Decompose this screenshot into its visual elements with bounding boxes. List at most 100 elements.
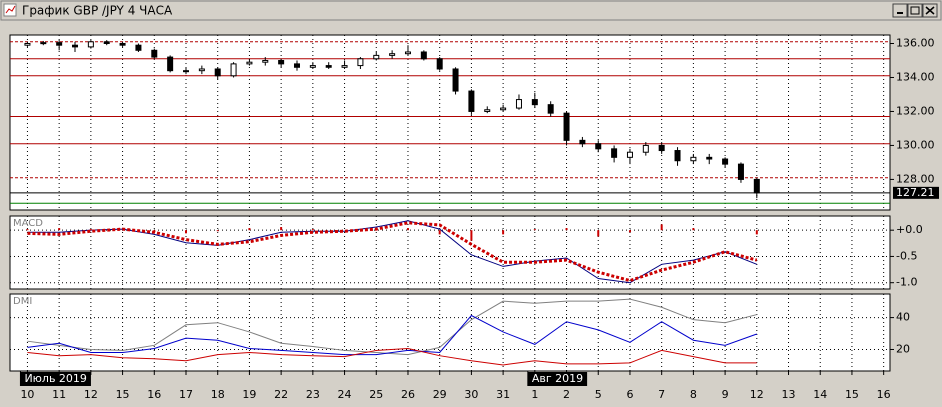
histogram-bar — [533, 229, 536, 231]
histogram-bar — [248, 228, 251, 231]
x-tick-label: 25 — [369, 388, 383, 401]
histogram-bar — [628, 230, 631, 233]
candle-body — [579, 139, 586, 145]
pane-title: DMI — [13, 296, 32, 307]
histogram-bar — [597, 230, 600, 237]
candle-body — [373, 54, 380, 60]
x-tick-label: 2 — [563, 388, 570, 401]
histogram-bar — [153, 230, 156, 233]
candle-body — [103, 41, 110, 44]
histogram-bar — [565, 228, 568, 231]
histogram-bar — [311, 229, 314, 231]
candle-body — [753, 178, 760, 194]
histogram-bar — [26, 229, 29, 231]
y-tick-label: -0.5 — [896, 249, 917, 262]
x-tick-label: 12 — [750, 388, 764, 401]
candle-body — [515, 99, 522, 109]
maximize-button[interactable] — [907, 3, 923, 18]
window-icon-graph — [5, 5, 16, 14]
x-tick-label: 22 — [274, 388, 288, 401]
indicator-line — [27, 348, 757, 366]
candle-body — [341, 65, 348, 68]
maximize-glyph — [910, 6, 920, 15]
candle-body — [706, 156, 713, 160]
x-tick-label: 15 — [845, 388, 859, 401]
y-tick-label: +0.0 — [896, 223, 923, 236]
pane — [9, 293, 891, 372]
pane — [9, 34, 891, 211]
x-tick-label: 23 — [306, 388, 320, 401]
candle-body — [452, 68, 459, 92]
candle-body — [642, 144, 649, 153]
x-tick-label: 29 — [433, 388, 447, 401]
candle-body — [595, 143, 602, 150]
candle-body — [214, 68, 221, 77]
candle-body — [198, 68, 205, 72]
pane-title: MACD — [13, 218, 43, 229]
candle-body — [722, 158, 729, 165]
histogram-bar — [216, 230, 219, 232]
x-tick-label: 14 — [813, 388, 827, 401]
indicator-line — [27, 314, 757, 356]
x-tick-label: 12 — [84, 388, 98, 401]
candle-body — [420, 51, 427, 60]
histogram-bar — [89, 229, 92, 231]
candle-body — [468, 90, 475, 112]
y-tick-label: 132.00 — [896, 104, 935, 117]
y-tick-label: 20 — [896, 342, 910, 355]
x-tick-label: 16 — [877, 388, 891, 401]
x-tick-label: 17 — [179, 388, 193, 401]
histogram-bar — [58, 228, 61, 231]
candle-body — [151, 49, 158, 58]
y-tick-label: 40 — [896, 311, 910, 324]
x-tick-label: 6 — [626, 388, 633, 401]
title-bar — [0, 0, 942, 21]
indicator-line — [27, 298, 757, 356]
candle-body — [563, 112, 570, 141]
indicator-line — [27, 221, 758, 283]
candle-body — [674, 150, 681, 162]
histogram-bar — [502, 230, 505, 235]
last-price-label: 127.21 — [896, 186, 935, 199]
candle-body — [404, 51, 411, 55]
x-tick-label: 18 — [211, 388, 225, 401]
candle-body — [40, 42, 47, 45]
x-tick-label: 13 — [782, 388, 796, 401]
candle-body — [436, 58, 443, 70]
x-tick-label: 24 — [338, 388, 352, 401]
candle-body — [72, 44, 79, 48]
histogram-bar — [185, 230, 187, 234]
y-tick-label: 136.00 — [896, 36, 935, 49]
candle-body — [135, 44, 142, 51]
x-tick-label: 15 — [116, 388, 130, 401]
candle-body — [262, 59, 269, 63]
close-glyph — [925, 6, 935, 15]
minimize-button[interactable] — [892, 3, 908, 18]
window-buttons[interactable] — [892, 3, 938, 18]
window-title: График GBP /JPY 4 ЧАСА — [22, 4, 173, 18]
month-label-box — [527, 372, 588, 386]
x-tick-label: 9 — [722, 388, 729, 401]
x-tick-label: 31 — [496, 388, 510, 401]
x-tick-label: 10 — [20, 388, 34, 401]
y-tick-label: 128.00 — [896, 172, 935, 185]
x-tick-label: 1 — [531, 388, 538, 401]
month-label: Авг 2019 — [532, 372, 583, 385]
candle-body — [293, 63, 300, 68]
candle-body — [531, 99, 538, 106]
histogram-bar — [755, 230, 758, 235]
candle-body — [230, 63, 237, 77]
x-tick-label: 5 — [595, 388, 602, 401]
candle-body — [500, 107, 507, 111]
last-price-box — [893, 186, 939, 199]
histogram-bar — [470, 230, 473, 241]
y-tick-label: 134.00 — [896, 70, 935, 83]
candle-body — [737, 163, 744, 180]
histogram-bar — [375, 228, 378, 231]
y-tick-label: -1.0 — [896, 276, 917, 289]
pane — [9, 215, 891, 290]
histogram-bar — [406, 228, 409, 231]
histogram-bar — [660, 224, 663, 231]
histogram-bar — [438, 230, 441, 235]
